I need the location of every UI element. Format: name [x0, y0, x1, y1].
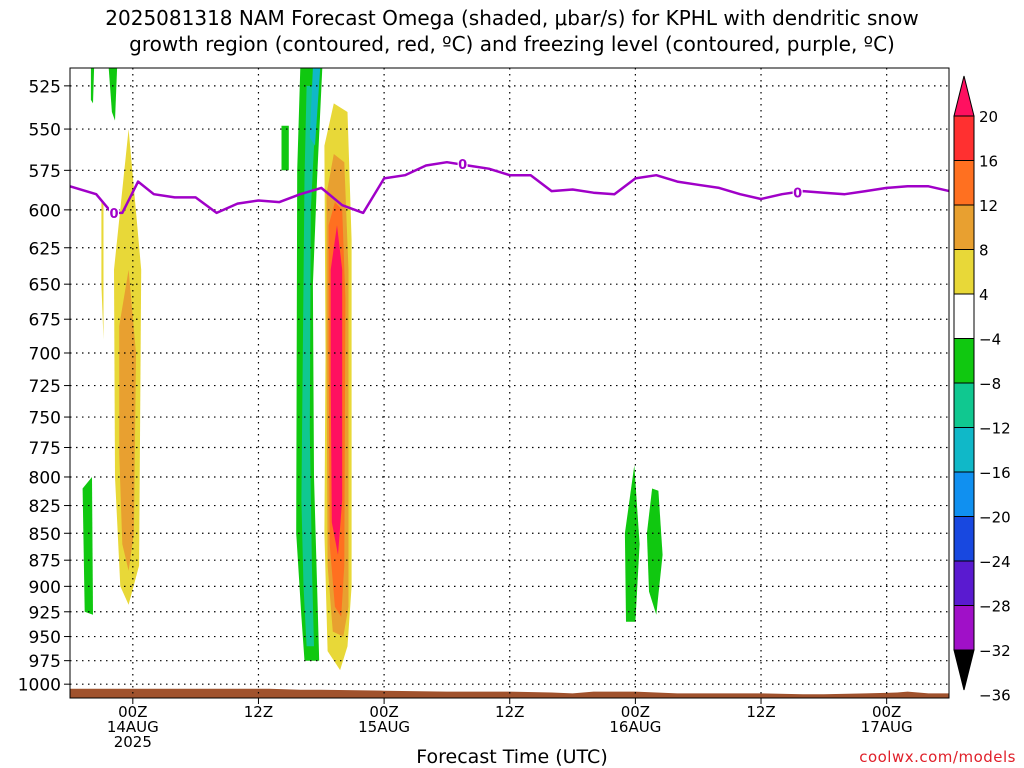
- x-tick-label: 12Z: [244, 703, 273, 721]
- y-tick-label: 900: [29, 578, 61, 598]
- freezing-label-bg-2: [792, 185, 803, 199]
- omega-region-11: [646, 488, 663, 615]
- y-tick-label: 550: [29, 121, 61, 141]
- colorbar-label: −16: [979, 464, 1011, 482]
- colorbar-label: 4: [979, 286, 989, 304]
- y-tick-label: 1000: [18, 676, 61, 696]
- y-tick-label: 775: [29, 439, 61, 459]
- freezing-label-bg-0: [108, 205, 119, 219]
- freezing-label-bg-1: [457, 156, 468, 170]
- y-tick-label: 800: [29, 468, 61, 488]
- grid-layer: [70, 68, 949, 698]
- colorbar-segment: [953, 382, 975, 428]
- x-tick-label: 16AUG: [609, 718, 661, 736]
- credit-link[interactable]: coolwx.com/models: [859, 748, 1016, 766]
- y-tick-label: 875: [29, 552, 61, 572]
- x-tick-label: 00Z: [621, 703, 650, 721]
- colorbar-top-triangle: [953, 75, 975, 117]
- x-tick-label: 00Z: [118, 703, 147, 721]
- y-tick-label: 625: [29, 239, 61, 259]
- chart-title-line-2: growth region (contoured, red, ºC) and f…: [129, 32, 895, 56]
- y-tick-label: 575: [29, 162, 61, 182]
- colorbar-segment: [953, 427, 975, 473]
- terrain-layer: [70, 688, 949, 698]
- omega-region-9: [330, 225, 343, 555]
- y-tick-label: 700: [29, 344, 61, 364]
- colorbar-segment: [953, 338, 975, 384]
- colorbar-segment: [953, 293, 975, 339]
- colorbar-bottom-triangle: [953, 649, 975, 691]
- y-tick-label: 675: [29, 311, 61, 331]
- x-tick-label: 17AUG: [861, 718, 913, 736]
- omega-region-10: [624, 465, 640, 622]
- colorbar-segment: [953, 204, 975, 250]
- colorbar-segment: [953, 115, 975, 161]
- colorbar-segment: [953, 605, 975, 651]
- x-tick-label: 12Z: [746, 703, 775, 721]
- colorbar-label: −8: [979, 375, 1001, 393]
- colorbar-label: 16: [979, 153, 998, 171]
- y-tick-label: 525: [29, 77, 61, 97]
- terrain-below-surface: [70, 688, 949, 698]
- x-tick-label: 14AUG: [107, 718, 159, 736]
- omega-region-5: [309, 68, 321, 146]
- omega-region-2: [119, 269, 136, 571]
- y-tick-label: 650: [29, 276, 61, 296]
- colorbar-label: −36: [979, 687, 1011, 705]
- y-tick-label: 725: [29, 377, 61, 397]
- freezing-contour-label: 0: [458, 158, 467, 173]
- colorbar-segment: [953, 471, 975, 517]
- colorbar-label: 8: [979, 242, 989, 260]
- colorbar-segment: [953, 516, 975, 562]
- colorbar-label: −24: [979, 553, 1011, 571]
- colorbar-label: −28: [979, 598, 1011, 616]
- omega-region-0: [82, 477, 93, 615]
- y-tick-label: 600: [29, 201, 61, 221]
- y-tick-label: 750: [29, 409, 61, 429]
- omega-region-14: [108, 68, 118, 121]
- colorbar-segment: [953, 560, 975, 606]
- colorbar-segment: [953, 160, 975, 206]
- x-tick-label: 2025: [114, 733, 152, 751]
- y-tick-label: 975: [29, 652, 61, 672]
- omega-region-4: [301, 85, 318, 647]
- y-tick-label: 850: [29, 525, 61, 545]
- omega-region-13: [90, 68, 95, 104]
- freezing-contour-label: 0: [109, 207, 118, 222]
- colorbar-label: −12: [979, 420, 1011, 438]
- colorbar-segment: [953, 249, 975, 295]
- colorbar-label: 20: [979, 108, 998, 126]
- freezing-contour-label: 0: [793, 187, 802, 202]
- omega-region-15: [101, 202, 104, 340]
- x-axis-title: Forecast Time (UTC): [416, 746, 608, 768]
- y-axis: 525 550 575 600 625 650 675 700 725 750 775 800 825 8…: [18, 77, 70, 696]
- y-tick-label: 950: [29, 628, 61, 648]
- x-tick-label: 00Z: [872, 703, 901, 721]
- colorbar-label: −4: [979, 331, 1001, 349]
- y-tick-label: 925: [29, 603, 61, 623]
- x-tick-label: 15AUG: [358, 718, 410, 736]
- freezing-level-layer: 0 0 0: [70, 156, 949, 222]
- x-tick-label: 00Z: [369, 703, 398, 721]
- chart-title-line-1: 2025081318 NAM Forecast Omega (shaded, μ…: [105, 6, 919, 30]
- freezing-level-line: [70, 160, 949, 215]
- y-tick-label: 825: [29, 497, 61, 517]
- colorbar-label: −32: [979, 642, 1011, 660]
- omega-shading-layer: [82, 68, 663, 671]
- colorbar-label: 12: [979, 197, 998, 215]
- x-tick-label: 12Z: [495, 703, 524, 721]
- colorbar: 20 16 12 8 4 −4 −8 −12 −16 −20 −24 −28 −32 −36: [953, 75, 1011, 705]
- omega-region-12: [281, 125, 289, 171]
- colorbar-label: −20: [979, 509, 1011, 527]
